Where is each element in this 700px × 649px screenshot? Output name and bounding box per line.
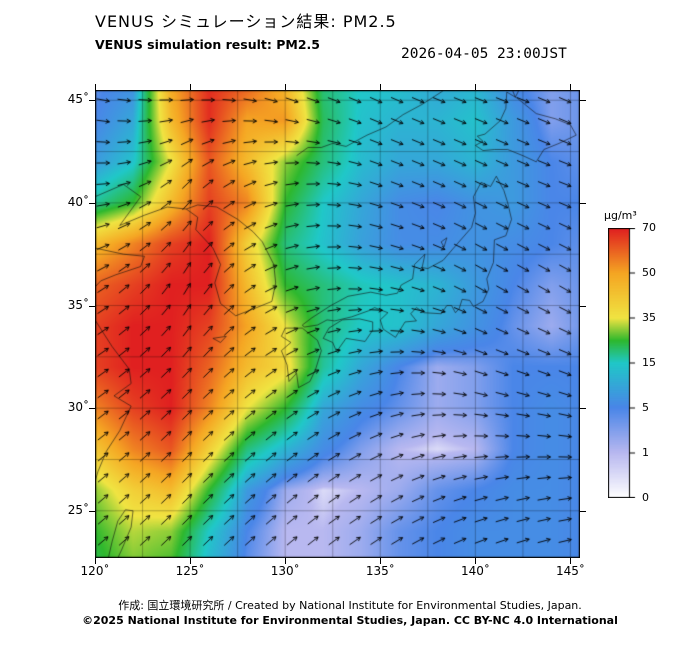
colorbar-tick-label: 1 <box>642 446 649 459</box>
lon-tick-label: 145˚ <box>556 564 585 578</box>
lat-tick-mark <box>580 305 586 307</box>
lon-tick-mark <box>570 558 572 564</box>
lat-tick-label: 45˚ <box>67 92 89 107</box>
lat-tick-mark <box>89 100 95 102</box>
credit-text: 作成: 国立環境研究所 / Created by National Instit… <box>118 599 582 612</box>
lon-tick-mark <box>190 558 192 564</box>
lon-tick-mark <box>285 84 287 90</box>
lat-tick-mark <box>89 510 95 512</box>
copyright-text: ©2025 National Institute for Environment… <box>82 614 618 627</box>
lat-tick-mark <box>89 202 95 204</box>
lat-tick-mark <box>580 202 586 204</box>
lon-tick-label: 135˚ <box>365 564 395 578</box>
map-plot-area <box>95 90 580 558</box>
lat-tick-label: 25˚ <box>67 502 89 517</box>
lat-tick-mark <box>580 510 586 512</box>
lon-tick-label: 120˚ <box>80 564 110 578</box>
lon-tick-label: 140˚ <box>460 564 490 578</box>
page-title-english: VENUS simulation result: PM2.5 <box>95 37 320 52</box>
lon-tick-mark <box>475 558 477 564</box>
lat-tick-mark <box>89 305 95 307</box>
colorbar-tick-label: 0 <box>642 491 649 504</box>
valid-timestamp: 2026-04-05 23:00JST <box>401 46 567 62</box>
lon-tick-mark <box>570 84 572 90</box>
colorbar <box>608 228 638 498</box>
lon-tick-mark <box>190 84 192 90</box>
lat-tick-mark <box>580 408 586 410</box>
colorbar-tick-label: 15 <box>642 356 656 369</box>
lat-tick-mark <box>89 408 95 410</box>
lat-tick-mark <box>580 100 586 102</box>
lon-tick-mark <box>95 558 96 564</box>
lat-tick-label: 35˚ <box>67 297 89 312</box>
lon-tick-mark <box>380 558 382 564</box>
colorbar-tick-label: 70 <box>642 221 656 234</box>
colorbar-tick-label: 5 <box>642 401 649 414</box>
colorbar-canvas <box>608 228 638 498</box>
colorbar-tick-label: 50 <box>642 266 656 279</box>
colorbar-tick-label: 35 <box>642 311 656 324</box>
colorbar-units-label: µg/m³ <box>604 209 637 222</box>
lat-tick-label: 40˚ <box>67 194 89 209</box>
lon-tick-label: 125˚ <box>175 564 205 578</box>
lon-tick-mark <box>285 558 287 564</box>
lon-tick-mark <box>380 84 382 90</box>
lon-tick-label: 130˚ <box>270 564 300 578</box>
lat-tick-label: 30˚ <box>67 400 89 415</box>
lon-tick-mark <box>95 84 96 90</box>
pm25-map-canvas <box>95 90 580 558</box>
page-title-japanese: VENUS シミュレーション結果: PM2.5 <box>95 12 397 31</box>
lon-tick-mark <box>475 84 477 90</box>
